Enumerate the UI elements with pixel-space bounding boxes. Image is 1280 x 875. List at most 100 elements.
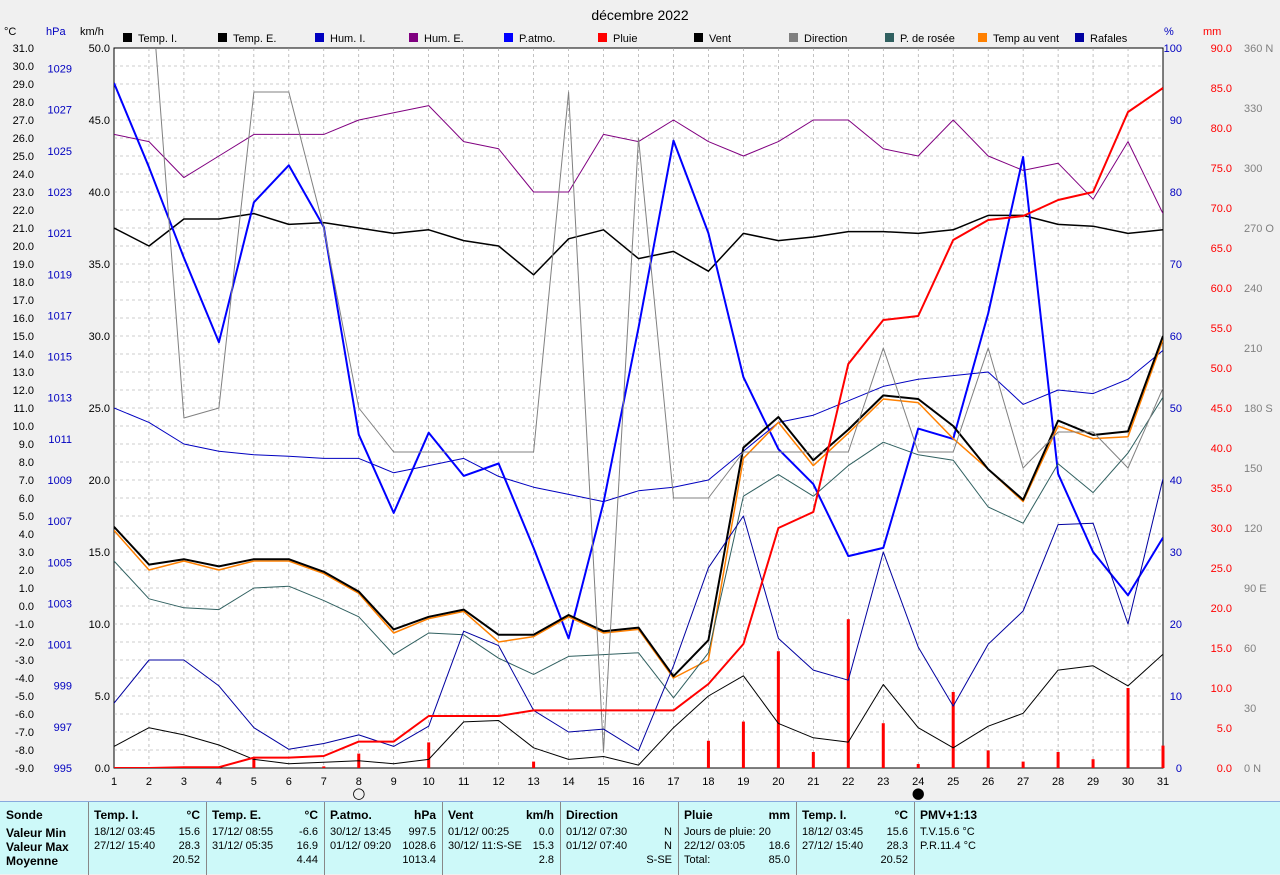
wind-tick-label: 10.0: [89, 619, 110, 631]
temp-tick-label: 31.0: [13, 43, 34, 55]
stats-cell-value: 1028.6: [402, 840, 436, 852]
temp-tick-label: 30.0: [13, 61, 34, 73]
stats-separator: [914, 802, 915, 875]
temp-tick-label: 27.0: [13, 115, 34, 127]
rain-bar: [322, 766, 326, 768]
stats-cell-value: 15.6: [178, 826, 200, 838]
pressure-tick-label: 999: [54, 681, 72, 693]
stats-column: Vent km/h 01/12/ 00:25 0.0 30/12/ 11:S-SE 15.…: [442, 802, 560, 875]
stats-cell-date: 18/12/ 03:45: [94, 826, 156, 838]
stats-unit: km/h: [525, 808, 554, 822]
temp-tick-label: 8.0: [19, 457, 34, 469]
direction-tick-label: 240: [1244, 283, 1262, 295]
stats-cell-date: 27/12/ 15:40: [94, 840, 156, 852]
series-line-temp-i: [114, 212, 1163, 276]
rain-bar: [1021, 761, 1025, 768]
day-tick-label: 9: [391, 776, 397, 788]
pressure-tick-label: 1007: [48, 516, 72, 528]
stats-cell-date: Jours de pluie: 20: [684, 826, 771, 838]
stats-cell-value: 28.3: [886, 840, 908, 852]
pressure-tick-label: 1025: [48, 146, 72, 158]
legend-label: Hum. I.: [330, 33, 365, 45]
stats-separator: [678, 802, 679, 875]
day-tick-label: 22: [842, 776, 854, 788]
stats-cell-date: 27/12/ 15:40: [802, 840, 864, 852]
stats-cell-value: 20.52: [172, 854, 200, 866]
series-lines: [114, 48, 1163, 768]
rain-bar: [1091, 759, 1095, 768]
legend-swatch: [789, 33, 798, 42]
humidity-tick-label: 10: [1170, 691, 1182, 703]
legend-swatch: [409, 33, 418, 42]
stats-cell-row: 01/12/ 09:20 1028.6: [330, 840, 436, 854]
rain-tick-label: 90.0: [1211, 43, 1232, 55]
day-tick-label: 16: [632, 776, 644, 788]
temp-tick-label: 11.0: [13, 403, 34, 415]
legend: Temp. I. Temp. E. Hum. I. Hum. E. P.atmo. Plu…: [123, 33, 1128, 45]
series-line-vent: [114, 653, 1163, 766]
stats-title: Direction: [566, 808, 619, 822]
temp-tick-label: -9.0: [15, 763, 34, 775]
temp-tick-label: 25.0: [13, 151, 34, 163]
temp-tick-label: 28.0: [13, 97, 34, 109]
temp-tick-label: 19.0: [13, 259, 34, 271]
rain-unit-label: mm: [1203, 26, 1221, 38]
wind-tick-label: 15.0: [89, 547, 110, 559]
rain-tick-label: 20.0: [1211, 603, 1232, 615]
stats-pmv: PMV+1:13 T.V.15.6 °C P.R.11.4 °C: [914, 802, 1280, 875]
series-line-hum-i: [114, 350, 1163, 503]
rain-tick-label: 35.0: [1211, 483, 1232, 495]
temp-tick-label: 4.0: [19, 529, 34, 541]
legend-swatch: [978, 33, 987, 42]
temp-tick-label: -1.0: [15, 619, 34, 631]
rain-tick-label: 80.0: [1211, 123, 1232, 135]
temp-tick-label: 12.0: [13, 385, 34, 397]
stats-column: Temp. I. °C 18/12/ 03:45 15.6 27/12/ 15:40 28…: [796, 802, 914, 875]
wind-tick-label: 20.0: [89, 475, 110, 487]
direction-tick-label: 360 N: [1244, 43, 1273, 55]
stats-column-title: Vent km/h: [448, 808, 554, 824]
humidity-tick-label: 60: [1170, 331, 1182, 343]
rain-tick-label: 25.0: [1211, 563, 1232, 575]
pressure-tick-label: 1013: [48, 393, 72, 405]
stats-cell-date: 30/12/ 13:45: [330, 826, 392, 838]
day-tick-label: 30: [1122, 776, 1134, 788]
rain-bar: [811, 752, 815, 768]
temp-tick-label: 6.0: [19, 493, 34, 505]
temp-tick-label: 21.0: [13, 223, 34, 235]
stats-title: Temp. E.: [212, 808, 262, 822]
stats-title: P.atmo.: [330, 808, 372, 822]
pressure-tick-label: 1011: [48, 434, 72, 446]
stats-cell-row: 01/12/ 00:25 0.0: [448, 826, 554, 840]
stats-cell-date: 01/12/ 07:30: [566, 826, 628, 838]
pressure-tick-label: 1017: [48, 310, 72, 322]
pmv-line: T.V.15.6 °C: [920, 826, 975, 838]
wind-tick-label: 50.0: [89, 43, 110, 55]
humidity-tick-label: 0: [1176, 763, 1182, 775]
stats-cell-date: 01/12/ 09:20: [330, 840, 392, 852]
rain-tick-label: 65.0: [1211, 243, 1232, 255]
stats-cell-date: Total:: [684, 854, 711, 866]
stats-cell-row: 20.52: [94, 854, 200, 868]
day-tick-label: 28: [1052, 776, 1064, 788]
stats-cell-value: 4.44: [296, 854, 318, 866]
pressure-tick-label: 1009: [48, 475, 72, 487]
stats-unit: hPa: [413, 808, 436, 822]
legend-label: Vent: [709, 33, 731, 45]
temp-tick-label: 22.0: [13, 205, 34, 217]
stats-cell-row: 31/12/ 05:35 16.9: [212, 840, 318, 854]
stats-cell-value: 1013.4: [402, 854, 436, 866]
stats-unit: °C: [186, 808, 200, 822]
stats-cell-value: 85.0: [768, 854, 790, 866]
day-tick-label: 13: [527, 776, 539, 788]
wind-tick-label: 45.0: [89, 115, 110, 127]
stats-cell-value: 0.0: [538, 826, 554, 838]
temp-tick-label: 15.0: [13, 331, 34, 343]
pressure-tick-label: 1027: [48, 105, 72, 117]
axes: 31.030.029.028.027.026.025.024.023.022.0…: [4, 26, 1274, 788]
pressure-tick-label: 1023: [48, 187, 72, 199]
pressure-tick-label: 997: [54, 722, 72, 734]
stats-cell-row: 2.8: [448, 854, 554, 868]
stats-column: Pluie mm Jours de pluie: 20 22/12/ 03:05 18.…: [678, 802, 796, 875]
hum-unit-label: %: [1164, 26, 1174, 38]
